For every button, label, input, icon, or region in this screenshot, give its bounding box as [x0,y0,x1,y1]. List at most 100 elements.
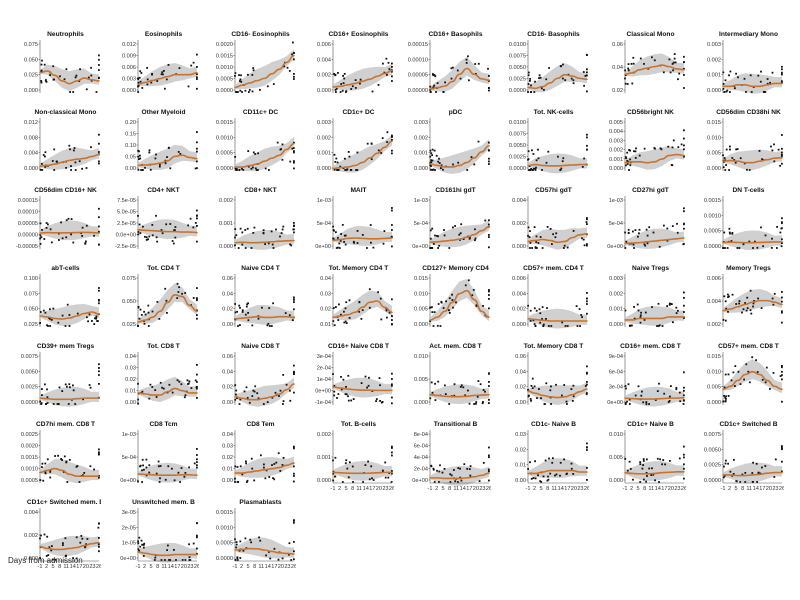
data-point [195,522,198,525]
data-point [70,165,72,167]
data-point [683,129,685,132]
data-point [264,243,266,245]
data-point [759,70,762,73]
data-point [488,149,490,152]
data-point [44,166,47,168]
data-point [730,379,732,382]
data-point [633,150,635,153]
data-point [762,91,765,93]
data-point [68,459,71,461]
data-point [732,473,735,475]
data-point [348,461,351,464]
trend-line [429,393,490,398]
x-tick-label: 14 [655,486,661,492]
data-point [760,158,763,161]
data-point [743,302,746,304]
data-point [81,226,84,229]
data-point [585,372,588,375]
panel-naive-cd4-t: Naive CD4 T0.060.040.020.00 [222,265,295,328]
data-point [488,456,490,459]
confidence-band [430,139,489,174]
data-point [632,62,635,65]
trend-line [429,67,490,90]
data-point [281,158,284,161]
y-tick-label: 0.003 [317,120,331,126]
data-point [98,367,100,369]
data-point [65,236,68,239]
data-point [239,557,242,559]
data-point [430,161,433,163]
x-tick-label: 14 [460,486,466,492]
data-point [385,309,387,312]
y-tick-label: 0.005 [609,120,623,126]
data-point [74,169,77,171]
data-point [74,161,77,164]
data-point [544,78,547,81]
y-tick-label: 0.02 [320,307,331,313]
panel-title: CD4+ NKT [147,187,179,194]
data-point [51,545,53,547]
data-point [67,217,70,220]
x-tick-label: 8 [156,564,159,570]
data-point [585,381,588,383]
data-point [272,247,275,249]
data-point [754,359,757,362]
data-point [732,159,735,161]
data-point [177,471,179,474]
data-point [141,225,144,228]
x-tick-label: 23 [479,486,485,492]
panel-title: Intermediary Mono [719,31,778,38]
data-point [734,480,737,482]
data-point [471,294,474,297]
data-point [74,76,77,79]
data-point [153,389,156,391]
y-tick-label: 0.000 [24,166,38,172]
data-point [562,247,565,249]
x-tick-label: 23 [382,486,388,492]
data-point [337,242,340,245]
data-point [451,293,453,296]
data-point [235,546,237,549]
data-point [449,473,452,476]
data-point [259,89,261,91]
data-point [683,210,685,213]
data-point [195,167,198,169]
data-point [147,235,150,238]
data-point [624,247,627,249]
data-point [488,298,490,300]
data-point [234,75,236,77]
data-point [430,381,433,384]
y-tick-label: 0.002 [317,135,331,141]
data-point [683,87,685,89]
data-point [774,458,777,461]
data-point [345,467,348,470]
trend-line [136,387,198,396]
data-point [722,295,725,298]
data-point [88,313,91,316]
data-point [165,312,168,314]
data-point [190,387,192,389]
trend-line [234,239,295,244]
data-point [434,75,437,78]
data-point [386,131,388,134]
data-point [246,397,249,399]
x-tick-label: 14 [752,486,758,492]
data-point [529,309,532,312]
y-tick-label: 0.000 [512,322,526,328]
data-point [370,142,372,145]
data-point [246,479,249,482]
data-point [81,235,83,237]
data-point [565,400,567,403]
data-point [98,243,100,246]
data-point [570,77,573,80]
data-point [195,78,198,80]
y-tick-label: 0.000 [609,322,623,328]
data-point [673,57,676,60]
data-point [291,53,293,56]
data-point [239,465,242,468]
data-point [174,226,176,228]
trend-line [136,154,198,167]
data-point [648,403,650,405]
data-point [43,238,46,240]
